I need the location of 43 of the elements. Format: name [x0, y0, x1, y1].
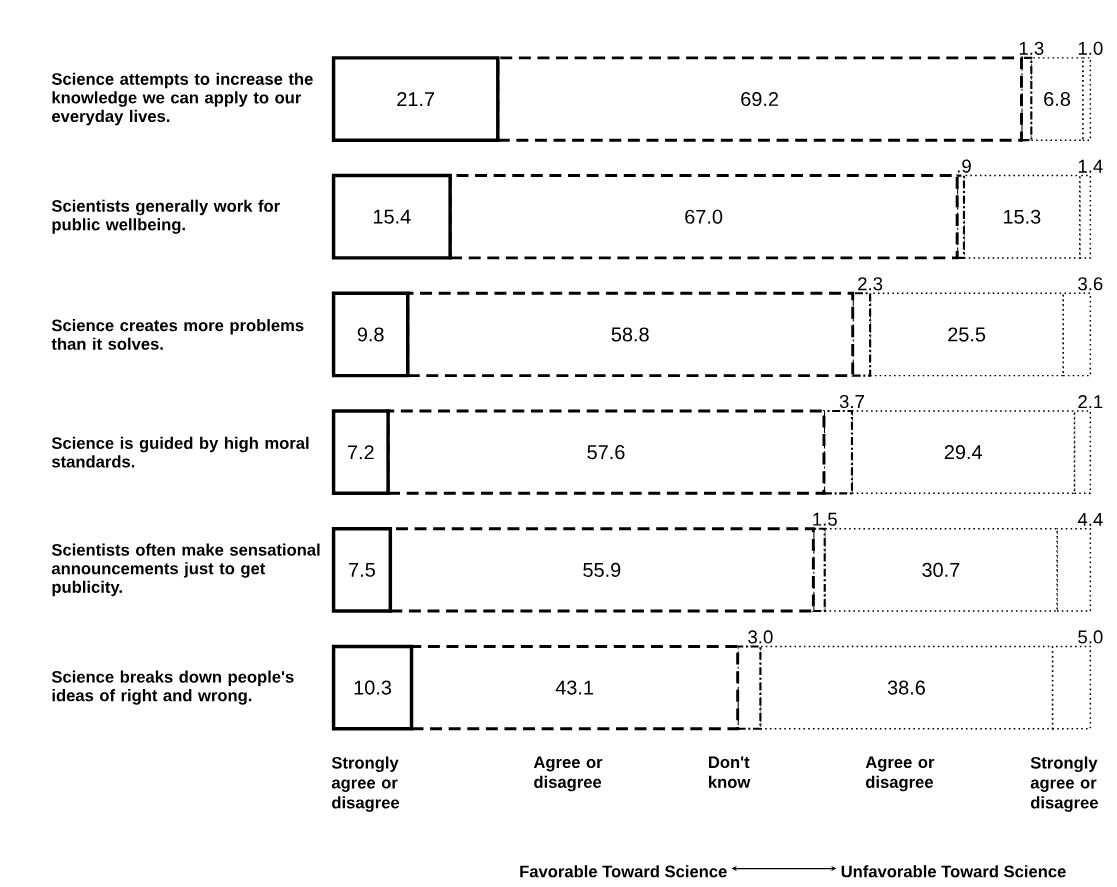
data-label: 57.6 — [587, 445, 625, 460]
data-label: 21.7 — [397, 91, 435, 106]
data-label: 67.0 — [685, 209, 723, 224]
data-label: 30.7 — [922, 562, 960, 577]
data-label: 25.5 — [948, 327, 986, 342]
y-tick-label: Science breaks down people's ideas of right and wrong. — [51, 670, 294, 705]
data-label: 5.0 — [1078, 630, 1103, 644]
data-label: 9.8 — [357, 327, 384, 342]
series-label: Don't know — [708, 756, 751, 788]
series-label: Strongly agree or disagree — [331, 756, 400, 812]
data-label: .9 — [957, 159, 971, 173]
text: Unfavorable Toward Science — [841, 865, 1066, 878]
y-tick-label: Science is guided by high moral standards. — [51, 436, 309, 468]
data-label: 2.1 — [1078, 395, 1103, 408]
data-label: 43.1 — [555, 680, 594, 695]
data-label: 2.3 — [858, 277, 883, 291]
series-label: Strongly agree or disagree — [1030, 756, 1098, 812]
data-label: 10.3 — [354, 680, 392, 695]
data-label: 69.2 — [741, 91, 779, 106]
data-label: 7.5 — [349, 562, 375, 577]
y-tick-label: Science attempts to increase the knowledge we can apply to our everyday lives. — [51, 72, 313, 126]
data-label: 1.5 — [813, 512, 837, 526]
data-label: 6.8 — [1044, 91, 1071, 106]
data-label: 7.2 — [348, 445, 374, 460]
data-label: 58.8 — [611, 327, 649, 342]
series-label: Agree or disagree — [533, 756, 603, 792]
y-tick-label: Science creates more problems than it solves. — [51, 318, 304, 350]
data-label: 1.3 — [1019, 41, 1044, 55]
data-label: 29.4 — [944, 445, 982, 460]
data-label: 1.4 — [1078, 159, 1103, 173]
data-label: 3.0 — [748, 630, 773, 644]
series-label: Agree or disagree — [865, 756, 935, 792]
text: Favorable Toward Science — [520, 865, 727, 878]
data-label: 38.6 — [887, 680, 925, 695]
data-label: 3.7 — [839, 394, 864, 408]
y-tick-label: Scientists generally work for public wellbeing. — [51, 199, 280, 234]
data-label: 1.0 — [1078, 41, 1103, 55]
y-tick-label: Scientists often make sensational announcements just to get publicity. — [51, 543, 320, 597]
data-label: 3.6 — [1078, 277, 1103, 291]
data-label: 15.3 — [1003, 209, 1041, 224]
data-label: 4.4 — [1077, 512, 1103, 526]
data-label: 55.9 — [583, 562, 621, 577]
data-label: 15.4 — [373, 209, 411, 224]
